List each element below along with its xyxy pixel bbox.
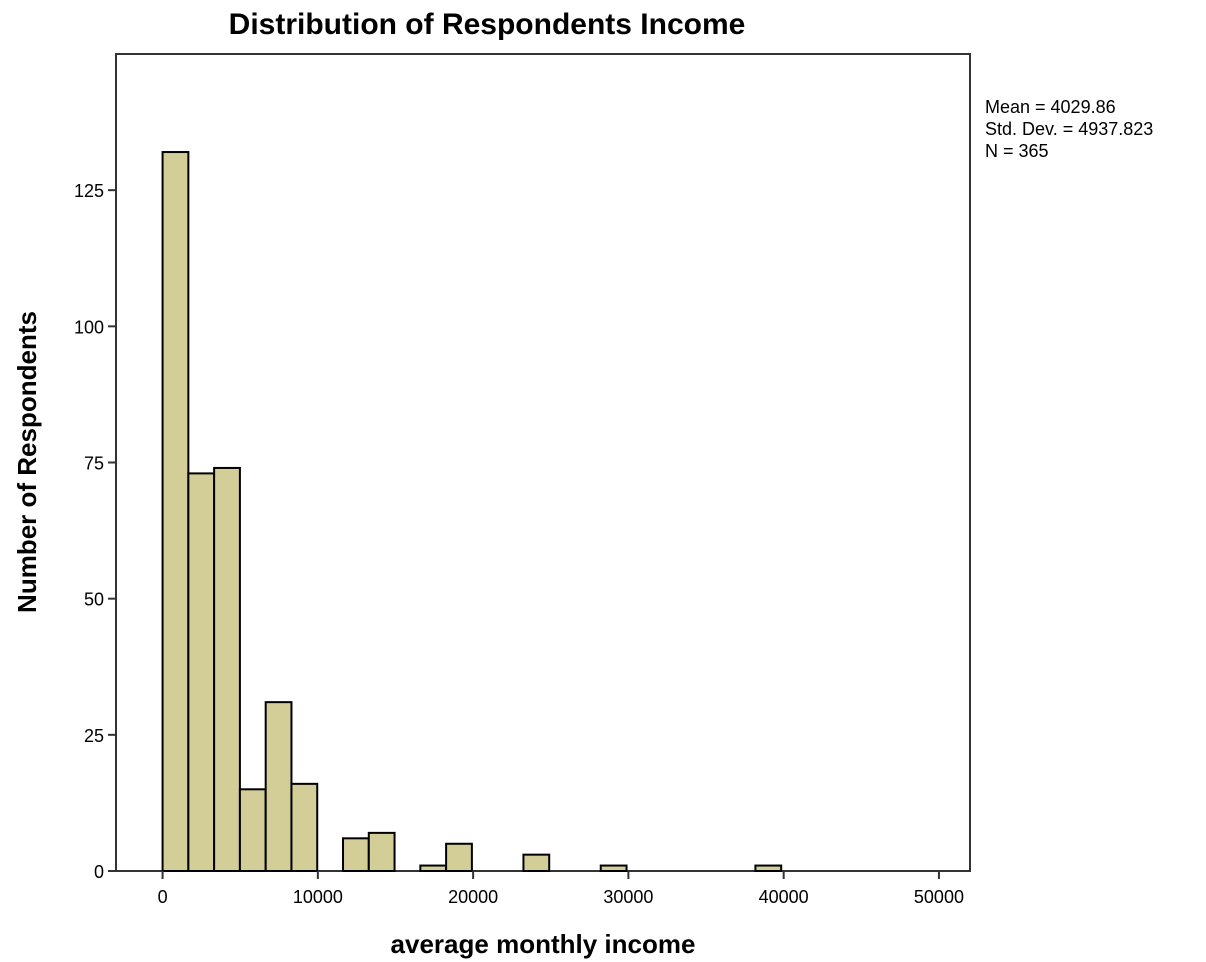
- histogram-bar: [419, 864, 448, 873]
- x-tick-label: 10000: [293, 887, 343, 907]
- x-tick-label: 50000: [914, 887, 964, 907]
- histogram-bar: [367, 831, 396, 873]
- stat-n: N = 365: [985, 141, 1049, 161]
- histogram-bar: [342, 837, 370, 873]
- y-tick-label: 0: [94, 862, 104, 882]
- x-tick-label: 20000: [448, 887, 498, 907]
- histogram-bar: [213, 466, 241, 872]
- stats-box: Mean = 4029.86 Std. Dev. = 4937.823 N = …: [985, 97, 1153, 161]
- histogram-bar: [161, 151, 190, 873]
- histogram-bar: [754, 864, 783, 873]
- histogram-bar: [599, 864, 628, 873]
- chart-title: Distribution of Respondents Income: [229, 8, 746, 41]
- y-tick-label: 100: [74, 317, 104, 337]
- y-tick-label: 125: [74, 181, 104, 201]
- x-tick-label: 0: [158, 887, 168, 907]
- histogram-bar: [290, 782, 319, 872]
- y-axis: 0 25 50 75 100 125: [74, 181, 116, 882]
- stat-mean: Mean = 4029.86: [985, 97, 1116, 117]
- histogram-bar: [445, 842, 473, 872]
- x-axis-title: average monthly income: [391, 929, 696, 959]
- x-axis: 0 10000 20000 30000 40000 50000: [158, 871, 964, 907]
- y-tick-label: 50: [84, 590, 104, 610]
- y-tick-label: 75: [84, 454, 104, 474]
- x-tick-label: 30000: [603, 887, 653, 907]
- bars: [161, 151, 783, 873]
- histogram-bar: [522, 853, 551, 872]
- histogram-bar: [264, 701, 293, 872]
- y-axis-title: Number of Respondents: [12, 311, 42, 613]
- histogram-bar: [238, 788, 267, 872]
- plot-frame: [115, 53, 971, 872]
- stat-std-dev: Std. Dev. = 4937.823: [985, 119, 1153, 139]
- histogram-bar: [187, 472, 216, 872]
- x-tick-label: 40000: [759, 887, 809, 907]
- y-tick-label: 25: [84, 726, 104, 746]
